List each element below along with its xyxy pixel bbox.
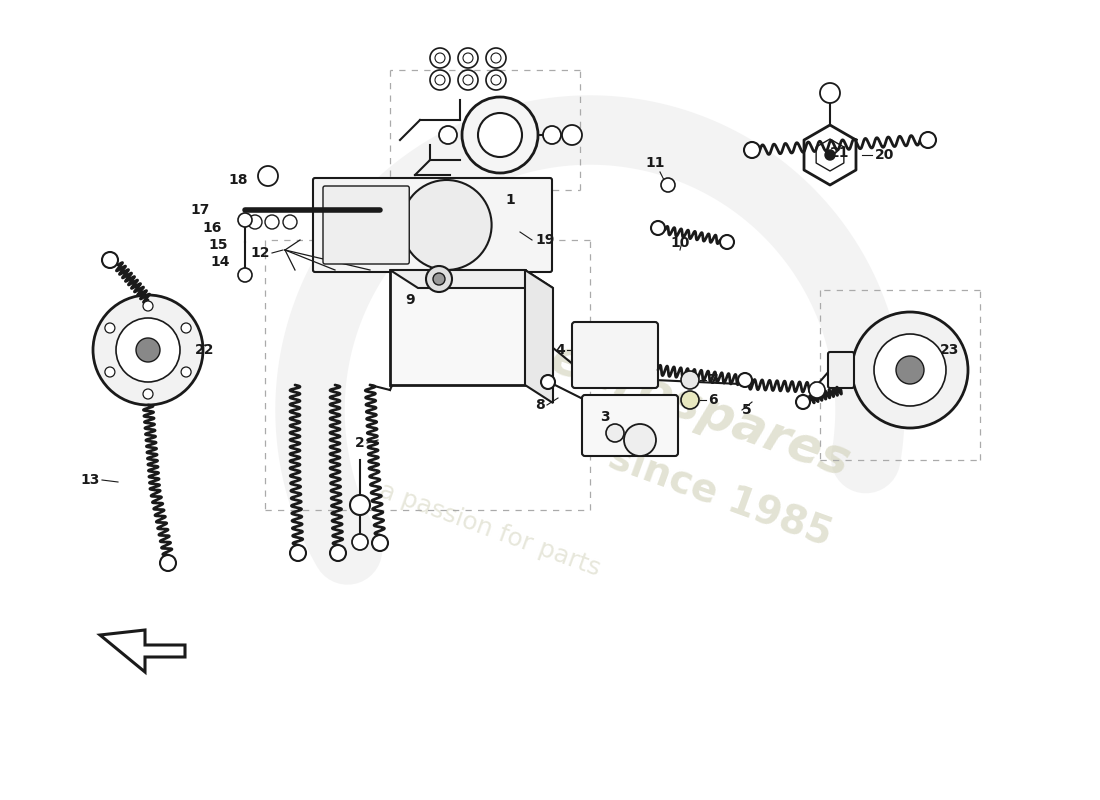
Circle shape: [874, 334, 946, 406]
Circle shape: [258, 166, 278, 186]
Circle shape: [651, 221, 666, 235]
Circle shape: [283, 215, 297, 229]
Circle shape: [820, 83, 840, 103]
Circle shape: [852, 312, 968, 428]
Circle shape: [434, 53, 446, 63]
Text: 8: 8: [536, 398, 544, 412]
Circle shape: [160, 555, 176, 571]
Circle shape: [681, 371, 698, 389]
FancyBboxPatch shape: [314, 178, 552, 272]
Circle shape: [116, 318, 180, 382]
FancyBboxPatch shape: [323, 186, 409, 264]
Circle shape: [104, 367, 114, 377]
Circle shape: [426, 266, 452, 292]
FancyBboxPatch shape: [828, 352, 854, 388]
Text: eurospares: eurospares: [543, 334, 857, 486]
Circle shape: [543, 126, 561, 144]
Circle shape: [182, 323, 191, 333]
Circle shape: [350, 495, 370, 515]
Text: 17: 17: [190, 203, 210, 217]
Text: 6: 6: [708, 393, 717, 407]
Text: 9: 9: [406, 293, 415, 307]
Text: 4: 4: [556, 343, 565, 357]
Text: 15: 15: [209, 238, 228, 252]
Circle shape: [491, 75, 501, 85]
Circle shape: [486, 70, 506, 90]
Circle shape: [458, 70, 478, 90]
Circle shape: [430, 48, 450, 68]
Circle shape: [463, 75, 473, 85]
Polygon shape: [390, 270, 553, 288]
Text: 12: 12: [251, 246, 270, 260]
Circle shape: [463, 53, 473, 63]
Circle shape: [624, 424, 656, 456]
Circle shape: [606, 424, 624, 442]
Text: 21: 21: [830, 146, 849, 160]
Circle shape: [478, 113, 522, 157]
Circle shape: [744, 142, 760, 158]
Circle shape: [434, 75, 446, 85]
Text: 7: 7: [708, 373, 717, 387]
Circle shape: [94, 295, 204, 405]
Text: 3: 3: [601, 410, 610, 424]
Circle shape: [720, 235, 734, 249]
Circle shape: [661, 178, 675, 192]
Circle shape: [143, 389, 153, 399]
Circle shape: [562, 125, 582, 145]
Text: a passion for parts: a passion for parts: [376, 478, 604, 582]
Circle shape: [352, 534, 368, 550]
Polygon shape: [525, 270, 553, 403]
Circle shape: [738, 373, 752, 387]
Text: 18: 18: [229, 173, 248, 187]
Circle shape: [104, 323, 114, 333]
Circle shape: [402, 180, 492, 270]
Text: 13: 13: [80, 473, 100, 487]
Circle shape: [182, 367, 191, 377]
Circle shape: [372, 535, 388, 551]
Circle shape: [265, 215, 279, 229]
Circle shape: [920, 132, 936, 148]
Circle shape: [896, 356, 924, 384]
Circle shape: [462, 97, 538, 173]
Text: 22: 22: [195, 343, 214, 357]
FancyBboxPatch shape: [582, 395, 678, 456]
Polygon shape: [390, 270, 525, 385]
Circle shape: [290, 545, 306, 561]
Circle shape: [458, 48, 478, 68]
Circle shape: [143, 301, 153, 311]
Circle shape: [808, 382, 825, 398]
Text: 11: 11: [646, 156, 664, 170]
Circle shape: [486, 48, 506, 68]
Text: 16: 16: [202, 221, 222, 235]
Circle shape: [491, 53, 501, 63]
Circle shape: [102, 252, 118, 268]
Circle shape: [330, 545, 346, 561]
Text: 1: 1: [505, 193, 515, 207]
Text: 5: 5: [742, 403, 751, 417]
Text: 2: 2: [355, 436, 365, 450]
Circle shape: [238, 213, 252, 227]
Text: 19: 19: [535, 233, 554, 247]
Text: 20: 20: [874, 148, 894, 162]
Text: 14: 14: [210, 255, 230, 269]
Circle shape: [248, 215, 262, 229]
Circle shape: [541, 375, 556, 389]
Circle shape: [238, 268, 252, 282]
Circle shape: [136, 338, 160, 362]
FancyBboxPatch shape: [572, 322, 658, 388]
Text: since 1985: since 1985: [603, 437, 837, 553]
Text: 10: 10: [670, 236, 690, 250]
Text: 23: 23: [940, 343, 959, 357]
Circle shape: [433, 273, 446, 285]
Circle shape: [825, 150, 835, 160]
Circle shape: [430, 70, 450, 90]
Circle shape: [796, 395, 810, 409]
Circle shape: [681, 391, 698, 409]
Circle shape: [439, 126, 456, 144]
